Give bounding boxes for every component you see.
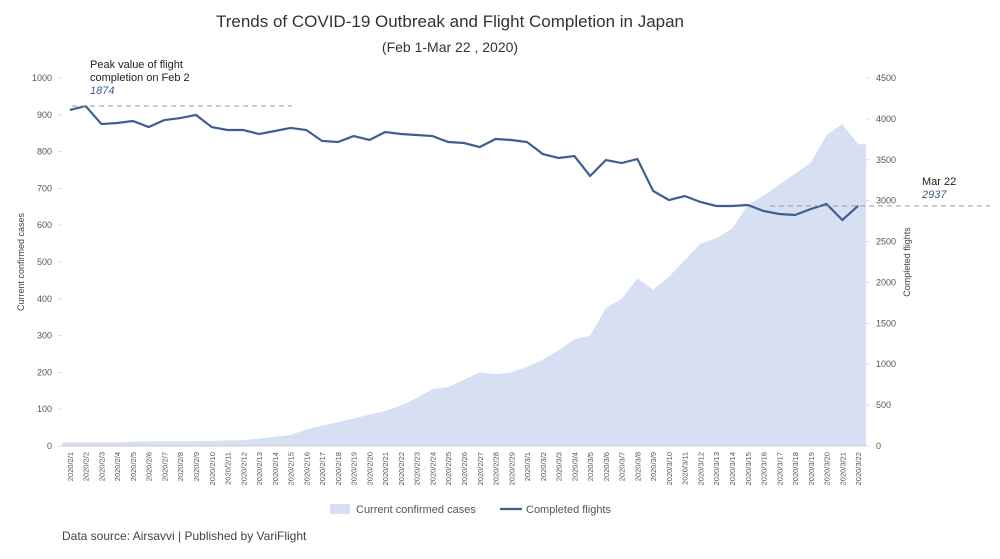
x-tick-label: 2020/3/9 [649,452,658,481]
x-tick-label: 2020/2/17 [318,452,327,485]
x-tick-label: 2020/2/27 [476,452,485,485]
y2-tick-label: 500 [876,400,891,410]
x-tick-label: 2020/2/2 [82,452,91,481]
x-tick-label: 2020/3/19 [807,452,816,485]
x-tick-label: 2020/2/20 [365,452,374,485]
x-tick-label: 2020/3/5 [586,452,595,481]
x-tick-label: 2020/2/9 [192,452,201,481]
y-tick-label: 1000 [32,73,52,83]
x-tick-label: 2020/3/13 [712,452,721,485]
x-tick-label: 2020/3/1 [523,452,532,481]
y2-tick-label: 1500 [876,318,896,328]
x-tick-label: 2020/2/13 [255,452,264,485]
y2-tick-label: 1000 [876,359,896,369]
x-tick-label: 2020/2/19 [350,452,359,485]
x-tick-label: 2020/2/16 [302,452,311,485]
chart-subtitle: (Feb 1-Mar 22 , 2020) [382,39,518,55]
x-tick-label: 2020/2/25 [444,452,453,485]
x-tick-label: 2020/3/8 [633,452,642,481]
x-tick-label: 2020/3/20 [823,452,832,485]
x-tick-label: 2020/2/22 [397,452,406,485]
x-tick-label: 2020/2/4 [113,452,122,481]
x-tick-label: 2020/3/18 [791,452,800,485]
y-tick-label: 600 [37,220,52,230]
y-tick-label: 900 [37,110,52,120]
x-tick-label: 2020/3/11 [681,452,690,485]
x-tick-label: 2020/2/10 [208,452,217,485]
y-tick-label: 700 [37,183,52,193]
x-tick-label: 2020/3/2 [539,452,548,481]
x-tick-label: 2020/2/18 [334,452,343,485]
x-tick-label: 2020/2/11 [224,452,233,485]
x-tick-label: 2020/3/22 [854,452,863,485]
x-tick-label: 2020/2/14 [271,452,280,485]
y2-tick-label: 4000 [876,114,896,124]
y-tick-label: 400 [37,294,52,304]
y-tick-label: 100 [37,404,52,414]
y2-tick-label: 2000 [876,277,896,287]
annotation-text: Mar 22 [922,176,956,188]
y2-tick-label: 4500 [876,73,896,83]
legend-label: Completed flights [526,504,611,516]
y-tick-label: 300 [37,331,52,341]
annotation-text: Peak value of flight [90,59,183,71]
y-tick-label: 200 [37,367,52,377]
line [69,104,859,222]
x-tick-label: 2020/3/4 [570,452,579,481]
x-tick-label: 2020/3/12 [696,452,705,485]
x-tick-label: 2020/3/14 [728,452,737,485]
y-tick-label: 500 [37,257,52,267]
x-tick-label: 2020/2/28 [492,452,501,485]
x-tick-label: 2020/2/8 [176,452,185,481]
y-axis-label: Current confirmed cases [16,212,26,311]
x-tick-label: 2020/3/21 [838,452,847,485]
x-tick-label: 2020/2/15 [287,452,296,485]
annotation-value: 2937 [921,189,947,201]
y2-tick-label: 3000 [876,196,896,206]
x-tick-label: 2020/3/15 [744,452,753,485]
x-tick-label: 2020/2/24 [428,452,437,485]
x-tick-label: 2020/3/16 [760,452,769,485]
annotation-text: completion on Feb 2 [90,72,190,84]
x-tick-label: 2020/2/6 [145,452,154,481]
x-tick-label: 2020/2/1 [66,452,75,481]
y2-axis-label: Completed flights [902,227,912,297]
y-tick-label: 800 [37,147,52,157]
x-tick-label: 2020/3/17 [775,452,784,485]
x-tick-label: 2020/2/23 [413,452,422,485]
x-tick-label: 2020/2/5 [129,452,138,481]
source: Data source: Airsavvi | Published by Var… [62,529,307,543]
area [62,124,866,446]
x-tick-label: 2020/3/3 [555,452,564,481]
x-tick-label: 2020/3/6 [602,452,611,481]
y-tick-label: 0 [47,441,52,451]
legend-swatch [330,504,350,514]
y2-tick-label: 0 [876,441,881,451]
x-tick-label: 2020/2/29 [507,452,516,485]
legend-label: Current confirmed cases [356,504,476,516]
x-tick-label: 2020/2/21 [381,452,390,485]
x-tick-label: 2020/2/3 [97,452,106,481]
x-tick-label: 2020/2/7 [160,452,169,481]
x-tick-label: 2020/3/7 [618,452,627,481]
x-tick-label: 2020/3/10 [665,452,674,485]
y2-tick-label: 2500 [876,237,896,247]
y2-tick-label: 3500 [876,155,896,165]
annotation-value: 1874 [90,85,114,97]
x-tick-label: 2020/2/12 [239,452,248,485]
x-tick-label: 2020/2/26 [460,452,469,485]
chart-title: Trends of COVID-19 Outbreak and Flight C… [216,12,684,31]
